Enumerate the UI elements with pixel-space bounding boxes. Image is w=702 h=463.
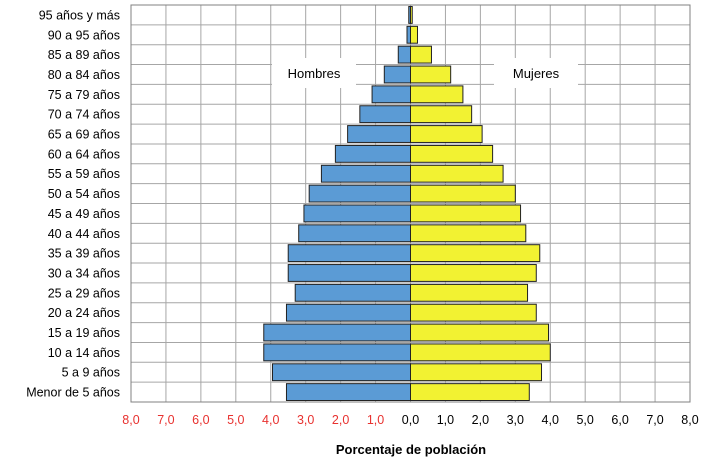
plot-frame	[130, 4, 691, 403]
y-tick-label: 45 a 49 años	[48, 207, 120, 221]
legend-box-mujeres	[494, 58, 578, 88]
bar-mujeres	[410, 264, 537, 282]
bar-hombres	[294, 283, 411, 302]
bar-hombres	[308, 184, 411, 203]
x-tick-label: 8,0	[681, 413, 698, 427]
bar-hombres	[347, 125, 411, 143]
x-tick-label: 1,0	[437, 413, 454, 427]
bar-mujeres	[410, 283, 529, 302]
y-tick-label: 50 a 54 años	[48, 187, 120, 201]
bar-mujeres	[410, 85, 464, 104]
bar-mujeres	[410, 224, 527, 243]
x-tick-label: 6,0	[611, 413, 628, 427]
bars-group	[263, 6, 551, 401]
bar-mujeres	[410, 204, 522, 223]
bar-mujeres	[410, 323, 550, 342]
bar-mujeres	[410, 105, 473, 124]
y-tick-label: 80 a 84 años	[48, 68, 120, 82]
y-axis-labels: 95 años y más 90 a 95 años 85 a 89 años 80 …	[26, 8, 120, 399]
y-tick-label: 85 a 89 años	[48, 48, 120, 62]
bar-mujeres	[410, 65, 452, 84]
y-tick-label: 40 a 44 años	[48, 227, 120, 241]
x-tick-label: 4,0	[542, 413, 559, 427]
bar-hombres	[359, 105, 412, 124]
bar-hombres	[397, 45, 412, 64]
bar-hombres	[285, 303, 411, 322]
bar-mujeres	[410, 144, 494, 163]
x-axis-labels: 8,0 7,0 6,0 5,0 4,0 3,0 2,0 1,0 0,0 1,0 2,0 3,0 4,0 5…	[122, 413, 698, 427]
bar-hombres	[334, 144, 411, 163]
bar-mujeres	[410, 6, 413, 24]
x-tick-label: 2,0	[472, 413, 489, 427]
x-tick-label: 8,0	[122, 413, 139, 427]
y-tick-label: 5 a 9 años	[62, 366, 120, 380]
x-axis-title: Porcentaje de población	[336, 442, 486, 457]
x-tick-label: 5,0	[576, 413, 593, 427]
bar-mujeres	[410, 184, 516, 203]
bar-hombres	[271, 363, 412, 382]
bar-hombres	[303, 204, 411, 223]
y-tick-label: 55 a 59 años	[48, 167, 120, 181]
gridlines	[130, 4, 691, 403]
bar-mujeres	[410, 125, 483, 143]
x-tick-label: 3,0	[507, 413, 524, 427]
bar-hombres	[285, 383, 411, 401]
bar-hombres	[298, 224, 412, 243]
x-tick-label: 1,0	[367, 413, 384, 427]
bar-hombres	[287, 244, 411, 263]
bar-mujeres	[410, 363, 543, 382]
x-tick-label: 7,0	[646, 413, 663, 427]
bar-hombres	[383, 65, 411, 84]
bar-mujeres	[410, 244, 541, 263]
y-tick-label: 65 a 69 años	[48, 128, 120, 142]
bar-hombres	[406, 25, 412, 44]
y-tick-label: 25 a 29 años	[48, 286, 120, 300]
bar-mujeres	[410, 383, 530, 401]
y-tick-label: 35 a 39 años	[48, 247, 120, 261]
bar-hombres	[263, 323, 412, 342]
x-tick-label: 7,0	[157, 413, 174, 427]
bar-mujeres	[410, 303, 537, 322]
x-tick-label: 4,0	[262, 413, 279, 427]
bar-mujeres	[410, 343, 551, 362]
bar-mujeres	[410, 45, 432, 64]
bar-hombres	[263, 343, 412, 362]
legend-label-mujeres: Mujeres	[513, 66, 560, 81]
x-tick-label: 2,0	[332, 413, 349, 427]
bar-mujeres	[410, 164, 504, 183]
x-tick-label: 0,0	[402, 413, 419, 427]
x-tick-label: 6,0	[192, 413, 209, 427]
x-tick-label: 3,0	[297, 413, 314, 427]
legend-label-hombres: Hombres	[288, 66, 341, 81]
x-tick-label: 5,0	[227, 413, 244, 427]
y-tick-label: 90 a 95 años	[48, 28, 120, 42]
y-tick-label: 10 a 14 años	[48, 346, 120, 360]
y-tick-label: 70 a 74 años	[48, 108, 120, 122]
legend-box-hombres	[272, 58, 356, 88]
y-tick-label: 95 años y más	[39, 8, 120, 22]
y-tick-label: 15 a 19 años	[48, 326, 120, 340]
y-tick-label: 20 a 24 años	[48, 306, 120, 320]
bar-hombres	[371, 85, 412, 104]
y-tick-label: Menor de 5 años	[26, 386, 120, 400]
bar-hombres	[320, 164, 411, 183]
y-tick-label: 60 a 64 años	[48, 147, 120, 161]
bar-mujeres	[410, 25, 418, 44]
y-tick-label: 75 a 79 años	[48, 88, 120, 102]
y-tick-label: 30 a 34 años	[48, 266, 120, 280]
bar-hombres	[287, 264, 411, 282]
